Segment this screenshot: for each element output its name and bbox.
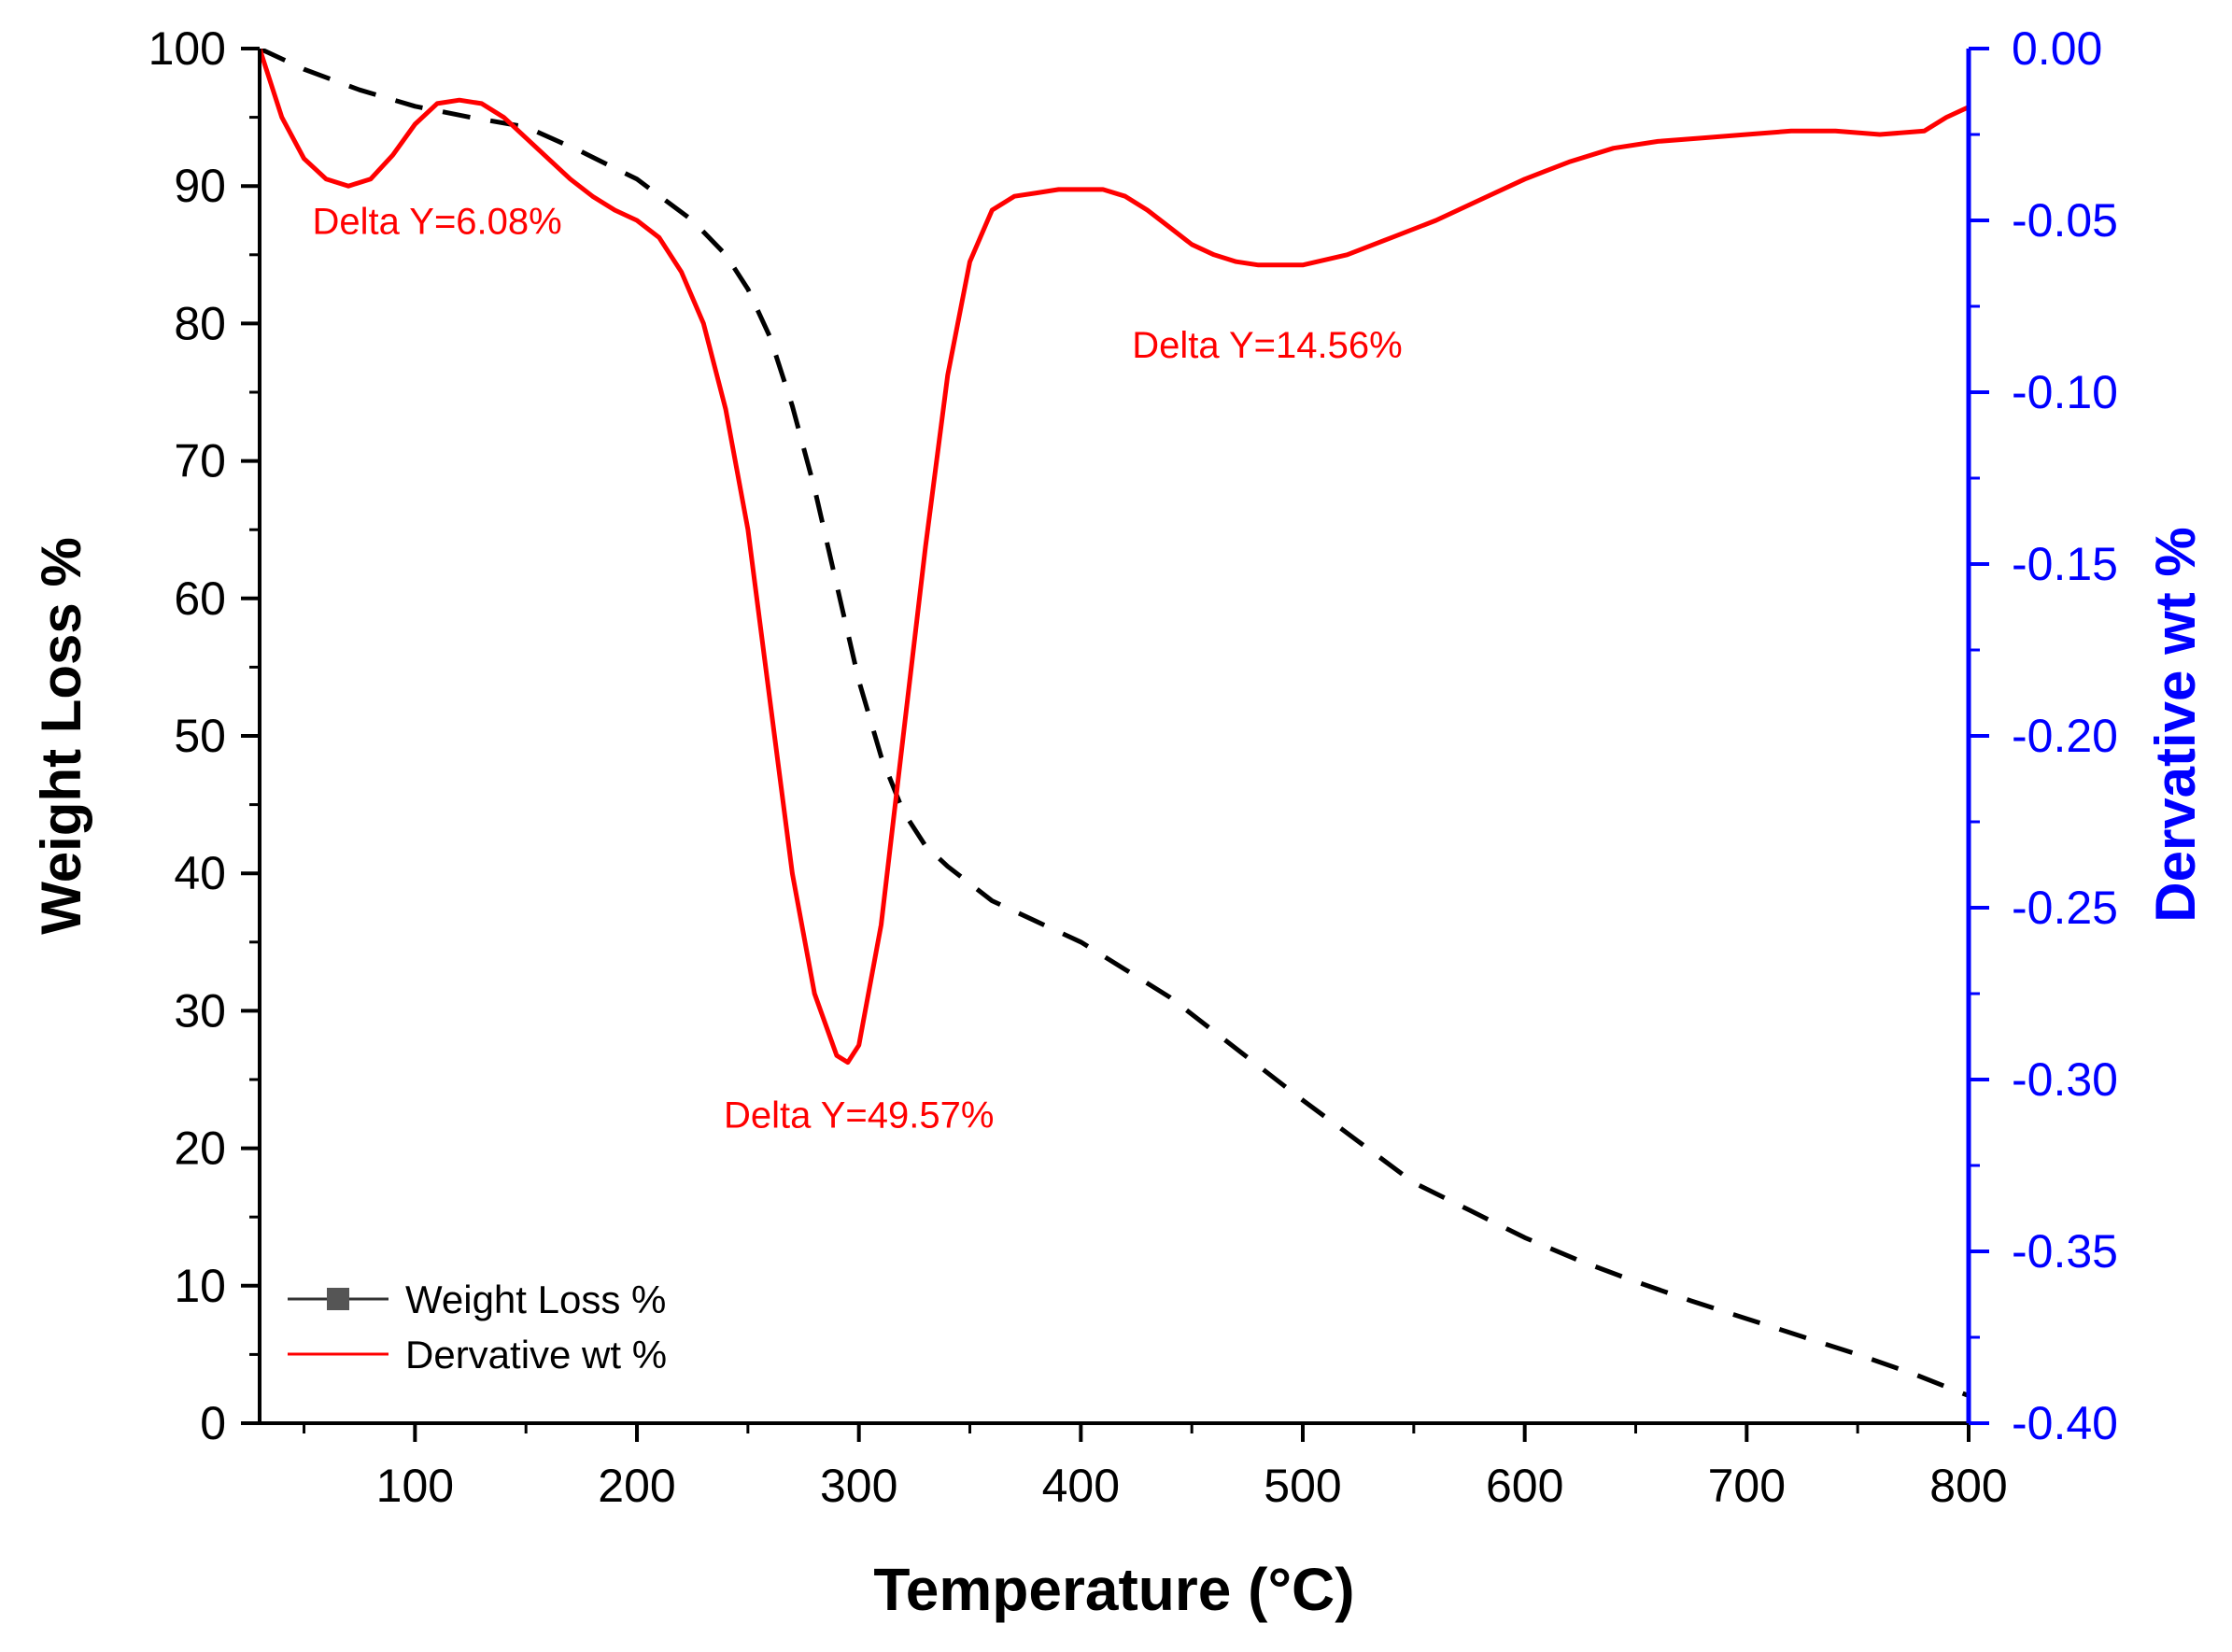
x-tick-label: 600 <box>1486 1460 1563 1512</box>
y-left-tick-label: 100 <box>148 22 226 75</box>
y-right-tick-label: -0.30 <box>2012 1053 2118 1106</box>
y-right-tick-label: 0.00 <box>2012 22 2102 75</box>
axes: 100 200 300 400 500 600 700 800 0 10 20 30 40 50 60 70 8… <box>148 22 2118 1512</box>
y-right-tick-label: -0.15 <box>2012 538 2118 590</box>
y-right-tick-label: -0.25 <box>2012 882 2118 934</box>
y-left-tick-label: 30 <box>174 984 226 1037</box>
x-axis-label: Temperature (°C) <box>873 1556 1354 1623</box>
y-left-tick-label: 60 <box>174 572 226 625</box>
legend: Weight Loss % Dervative wt % <box>288 1278 667 1377</box>
legend-derivative-label: Dervative wt % <box>405 1333 667 1377</box>
x-tick-label: 100 <box>376 1460 454 1512</box>
y-axis-left-label: Weight Loss % <box>30 537 92 935</box>
y-right-tick-label: -0.35 <box>2012 1225 2118 1278</box>
y-axis-right-label: Dervative wt % <box>2144 527 2207 923</box>
x-tick-label: 500 <box>1264 1460 1341 1512</box>
annotation-delta-y: Delta Y=14.56% <box>1132 325 1402 366</box>
legend-weight-label: Weight Loss % <box>405 1278 666 1321</box>
annotation-delta-y: Delta Y=49.57% <box>724 1095 994 1137</box>
plot-series <box>260 49 1969 1398</box>
y-right-tick-label: -0.05 <box>2012 194 2118 247</box>
x-tick-label: 300 <box>820 1460 897 1512</box>
legend-weight-marker <box>327 1288 349 1310</box>
annotation-delta-y: Delta Y=6.08% <box>313 202 562 243</box>
y-right-tick-label: -0.40 <box>2012 1397 2118 1449</box>
y-left-tick-label: 40 <box>174 847 226 899</box>
y-left-tick-label: 10 <box>174 1260 226 1312</box>
x-tick-label: 700 <box>1708 1460 1786 1512</box>
y-left-tick-label: 20 <box>174 1123 226 1175</box>
y-right-tick-label: -0.20 <box>2012 710 2118 762</box>
x-tick-label: 200 <box>598 1460 675 1512</box>
y-left-tick-label: 0 <box>200 1397 226 1449</box>
y-left-tick-label: 70 <box>174 435 226 487</box>
y-left-tick-label: 50 <box>174 710 226 762</box>
annotations: Delta Y=6.08% Delta Y=49.57% Delta Y=14.56… <box>313 202 1403 1137</box>
x-tick-label: 800 <box>1929 1460 2007 1512</box>
x-tick-label: 400 <box>1042 1460 1120 1512</box>
y-right-tick-label: -0.10 <box>2012 366 2118 418</box>
y-left-tick-label: 90 <box>174 160 226 212</box>
y-left-tick-label: 80 <box>174 297 226 349</box>
weight-loss-series-line <box>260 49 1969 1398</box>
derivative-series-line <box>260 49 1969 1066</box>
